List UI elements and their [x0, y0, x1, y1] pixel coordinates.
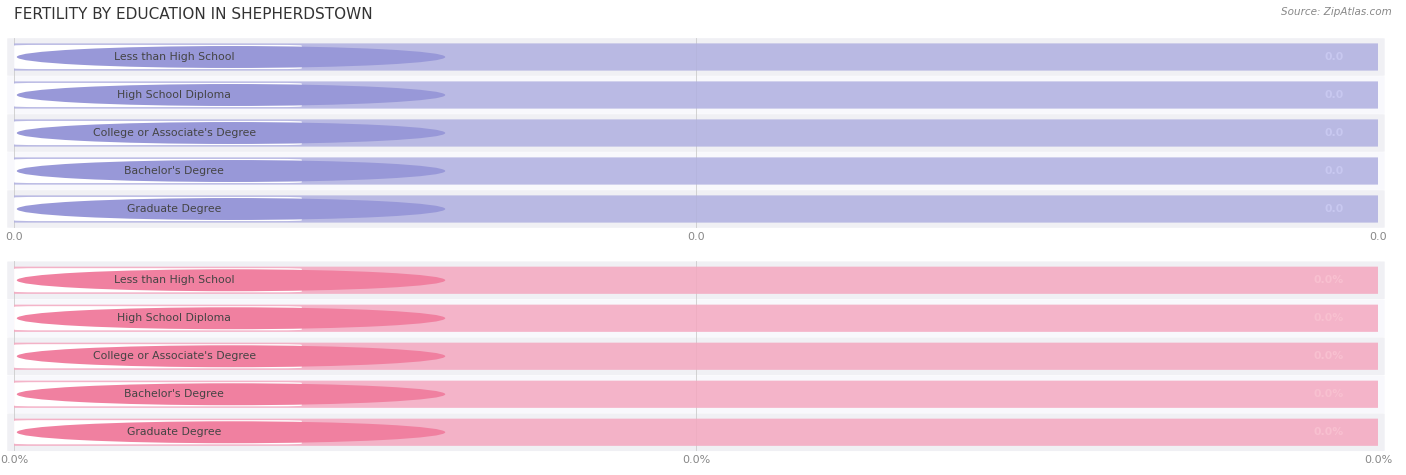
Ellipse shape [17, 84, 446, 106]
FancyBboxPatch shape [14, 83, 302, 107]
FancyBboxPatch shape [0, 380, 1400, 408]
Text: Graduate Degree: Graduate Degree [127, 204, 222, 214]
Text: Source: ZipAtlas.com: Source: ZipAtlas.com [1281, 7, 1392, 17]
FancyBboxPatch shape [0, 304, 1400, 332]
Text: Bachelor's Degree: Bachelor's Degree [124, 389, 224, 399]
FancyBboxPatch shape [0, 195, 1400, 223]
Text: 0.0%: 0.0% [1313, 275, 1344, 285]
FancyBboxPatch shape [14, 420, 302, 444]
Text: College or Associate's Degree: College or Associate's Degree [93, 351, 256, 361]
Ellipse shape [17, 383, 446, 405]
Ellipse shape [17, 307, 446, 329]
FancyBboxPatch shape [7, 413, 1385, 451]
Text: 0.0%: 0.0% [1313, 313, 1344, 323]
FancyBboxPatch shape [0, 157, 1400, 185]
Ellipse shape [17, 198, 446, 220]
FancyBboxPatch shape [14, 382, 302, 406]
Text: Less than High School: Less than High School [114, 52, 235, 62]
FancyBboxPatch shape [0, 81, 1400, 109]
Ellipse shape [17, 421, 446, 443]
FancyBboxPatch shape [7, 76, 1385, 114]
FancyBboxPatch shape [7, 38, 1385, 76]
Text: FERTILITY BY EDUCATION IN SHEPHERDSTOWN: FERTILITY BY EDUCATION IN SHEPHERDSTOWN [14, 7, 373, 22]
Text: 0.0: 0.0 [1324, 204, 1344, 214]
FancyBboxPatch shape [7, 299, 1385, 337]
FancyBboxPatch shape [0, 43, 1400, 71]
FancyBboxPatch shape [14, 197, 302, 221]
FancyBboxPatch shape [7, 190, 1385, 228]
Ellipse shape [17, 160, 446, 182]
FancyBboxPatch shape [14, 121, 302, 145]
Ellipse shape [17, 122, 446, 144]
Text: Less than High School: Less than High School [114, 275, 235, 285]
Text: 0.0%: 0.0% [1313, 427, 1344, 437]
FancyBboxPatch shape [7, 114, 1385, 152]
Text: 0.0: 0.0 [1324, 52, 1344, 62]
FancyBboxPatch shape [14, 268, 302, 292]
Text: Bachelor's Degree: Bachelor's Degree [124, 166, 224, 176]
Text: 0.0: 0.0 [1324, 90, 1344, 100]
FancyBboxPatch shape [0, 342, 1400, 370]
FancyBboxPatch shape [14, 306, 302, 330]
Text: Graduate Degree: Graduate Degree [127, 427, 222, 437]
FancyBboxPatch shape [7, 152, 1385, 190]
Text: High School Diploma: High School Diploma [117, 313, 231, 323]
FancyBboxPatch shape [0, 119, 1400, 147]
Text: High School Diploma: High School Diploma [117, 90, 231, 100]
Text: 0.0: 0.0 [1324, 166, 1344, 176]
FancyBboxPatch shape [14, 344, 302, 368]
Text: 0.0: 0.0 [1324, 128, 1344, 138]
FancyBboxPatch shape [7, 337, 1385, 375]
FancyBboxPatch shape [14, 45, 302, 69]
Text: College or Associate's Degree: College or Associate's Degree [93, 128, 256, 138]
FancyBboxPatch shape [0, 266, 1400, 294]
Ellipse shape [17, 46, 446, 68]
Text: 0.0%: 0.0% [1313, 389, 1344, 399]
FancyBboxPatch shape [7, 375, 1385, 413]
Text: 0.0%: 0.0% [1313, 351, 1344, 361]
FancyBboxPatch shape [7, 261, 1385, 299]
FancyBboxPatch shape [14, 159, 302, 183]
Ellipse shape [17, 345, 446, 367]
Ellipse shape [17, 269, 446, 291]
FancyBboxPatch shape [0, 418, 1400, 446]
